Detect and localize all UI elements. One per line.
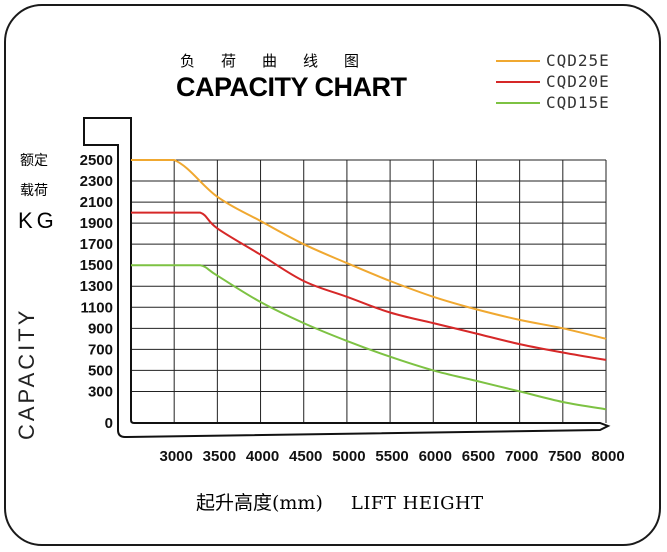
y-tick-label-2500: 2500 — [80, 152, 113, 169]
y-label-unit: KG — [18, 208, 58, 233]
legend-item-cqd15e: CQD15E — [496, 92, 610, 113]
legend-swatch-cqd25e — [496, 59, 540, 62]
axis-frame — [83, 117, 611, 439]
x-tick-label-7500: 7500 — [548, 448, 581, 465]
y-tick-label-300: 300 — [88, 383, 113, 400]
legend-item-cqd20e: CQD20E — [496, 71, 610, 92]
legend: CQD25E CQD20E CQD15E — [496, 50, 610, 113]
x-axis-label-cn: 起升高度(mm) — [196, 492, 323, 514]
x-tick-label-4500: 4500 — [289, 448, 322, 465]
x-tick-label-6000: 6000 — [419, 448, 452, 465]
legend-item-cqd25e: CQD25E — [496, 50, 610, 71]
legend-label-cqd25e: CQD25E — [546, 51, 610, 70]
series-line-cqd15e — [131, 264, 607, 411]
x-tick-label-5500: 5500 — [375, 448, 408, 465]
y-tick-label-1900: 1900 — [80, 215, 113, 232]
y-tick-label-0: 0 — [105, 415, 113, 432]
legend-swatch-cqd20e — [496, 80, 540, 83]
x-axis-label-en: LIFT HEIGHT — [350, 493, 484, 514]
x-tick-label-5000: 5000 — [332, 448, 365, 465]
y-tick-label-1100: 1100 — [80, 299, 113, 316]
y-label-cn-line1: 额定 — [20, 153, 48, 169]
x-tick-label-8000: 8000 — [591, 448, 624, 465]
y-tick-label-1500: 1500 — [80, 257, 113, 274]
y-tick-labels: 0 300 500 700 900 1100 1300 1500 1700 1900 2100 230… — [80, 152, 113, 432]
legend-swatch-cqd15e — [496, 101, 540, 104]
chart-frame — [4, 4, 661, 546]
y-tick-label-900: 900 — [88, 320, 113, 337]
x-tick-labels: 3000 3500 4000 4500 5000 5500 6000 6500 7000 7500… — [159, 448, 624, 465]
y-tick-label-2300: 2300 — [80, 173, 113, 190]
y-tick-label-1300: 1300 — [80, 278, 113, 295]
x-tick-label-7000: 7000 — [505, 448, 538, 465]
series-layer — [131, 159, 607, 411]
grid — [131, 159, 607, 423]
y-tick-label-1700: 1700 — [80, 236, 113, 253]
x-tick-label-3500: 3500 — [203, 448, 236, 465]
series-line-cqd25e — [131, 159, 607, 340]
legend-label-cqd20e: CQD20E — [546, 72, 610, 91]
y-tick-label-2100: 2100 — [80, 194, 113, 211]
y-tick-label-500: 500 — [88, 362, 113, 379]
y-tick-label-700: 700 — [88, 341, 113, 358]
x-axis-label: 起升高度(mm) LIFT HEIGHT — [196, 488, 484, 515]
x-tick-label-6500: 6500 — [462, 448, 495, 465]
series-line-cqd20e — [131, 211, 607, 361]
y-label-cn-line2: 载荷 — [20, 183, 48, 199]
chart-title: CAPACITY CHART — [176, 72, 407, 102]
legend-label-cqd15e: CQD15E — [546, 93, 610, 112]
x-tick-label-3000: 3000 — [159, 448, 192, 465]
x-tick-label-4000: 4000 — [246, 448, 279, 465]
chart-title-cn: 负荷曲线图 — [180, 52, 386, 70]
